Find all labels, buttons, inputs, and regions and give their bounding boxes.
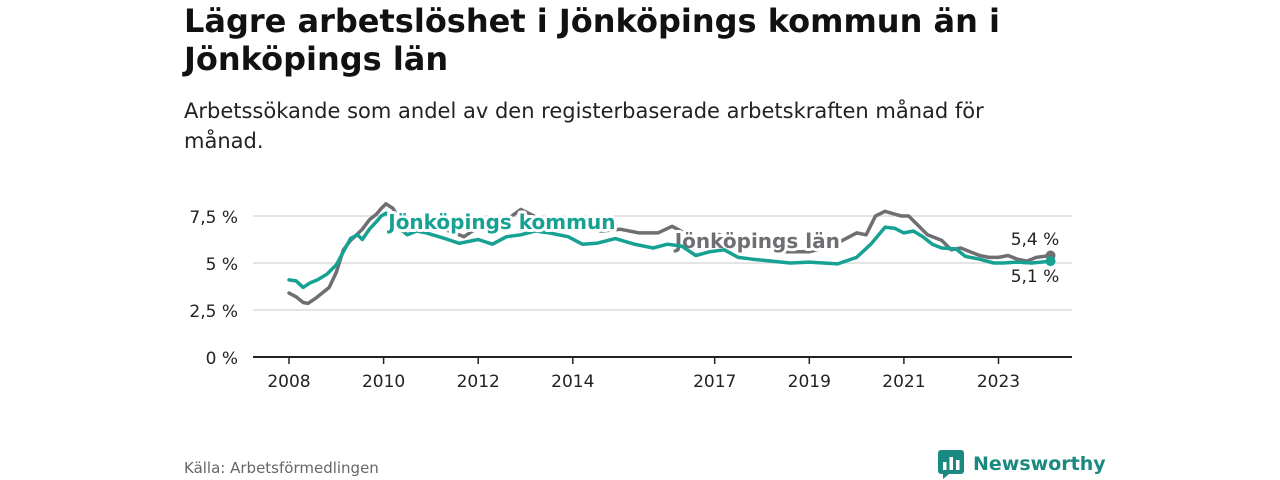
x-tick-label: 2019 xyxy=(788,372,831,392)
series-line-jonkopings-kommun xyxy=(287,211,1053,290)
series-end-label: 5,1 % xyxy=(1011,267,1060,287)
x-tick-label: 2010 xyxy=(362,372,405,392)
series-name-label: Jönköpings län xyxy=(673,229,840,253)
x-tick-label: 2014 xyxy=(551,372,594,392)
series-end-point xyxy=(1045,256,1056,267)
brand-name: Newsworthy xyxy=(973,453,1106,475)
x-tick-label: 2008 xyxy=(267,372,310,392)
source-note: Källa: Arbetsförmedlingen xyxy=(184,459,379,477)
series-line-jonkopings-lan xyxy=(287,202,1053,306)
chart-title: Lägre arbetslöshet i Jönköpings kommun ä… xyxy=(184,2,1000,78)
x-tick-label: 2012 xyxy=(457,372,500,392)
y-tick-label: 7,5 % xyxy=(189,208,238,228)
chart-subtitle: Arbetssökande som andel av den registerb… xyxy=(184,99,984,153)
brand-logo[interactable]: Newsworthy xyxy=(937,449,1106,479)
y-tick-label: 0 % xyxy=(206,349,238,369)
x-tick-label: 2023 xyxy=(977,372,1020,392)
series-end-label: 5,4 % xyxy=(1011,230,1060,250)
y-tick-label: 5 % xyxy=(206,255,238,275)
x-tick-label: 2021 xyxy=(882,372,925,392)
newsworthy-logo-icon xyxy=(938,450,964,479)
x-tick-label: 2017 xyxy=(693,372,736,392)
y-tick-label: 2,5 % xyxy=(189,302,238,322)
series-name-label: Jönköpings kommun xyxy=(386,210,615,234)
